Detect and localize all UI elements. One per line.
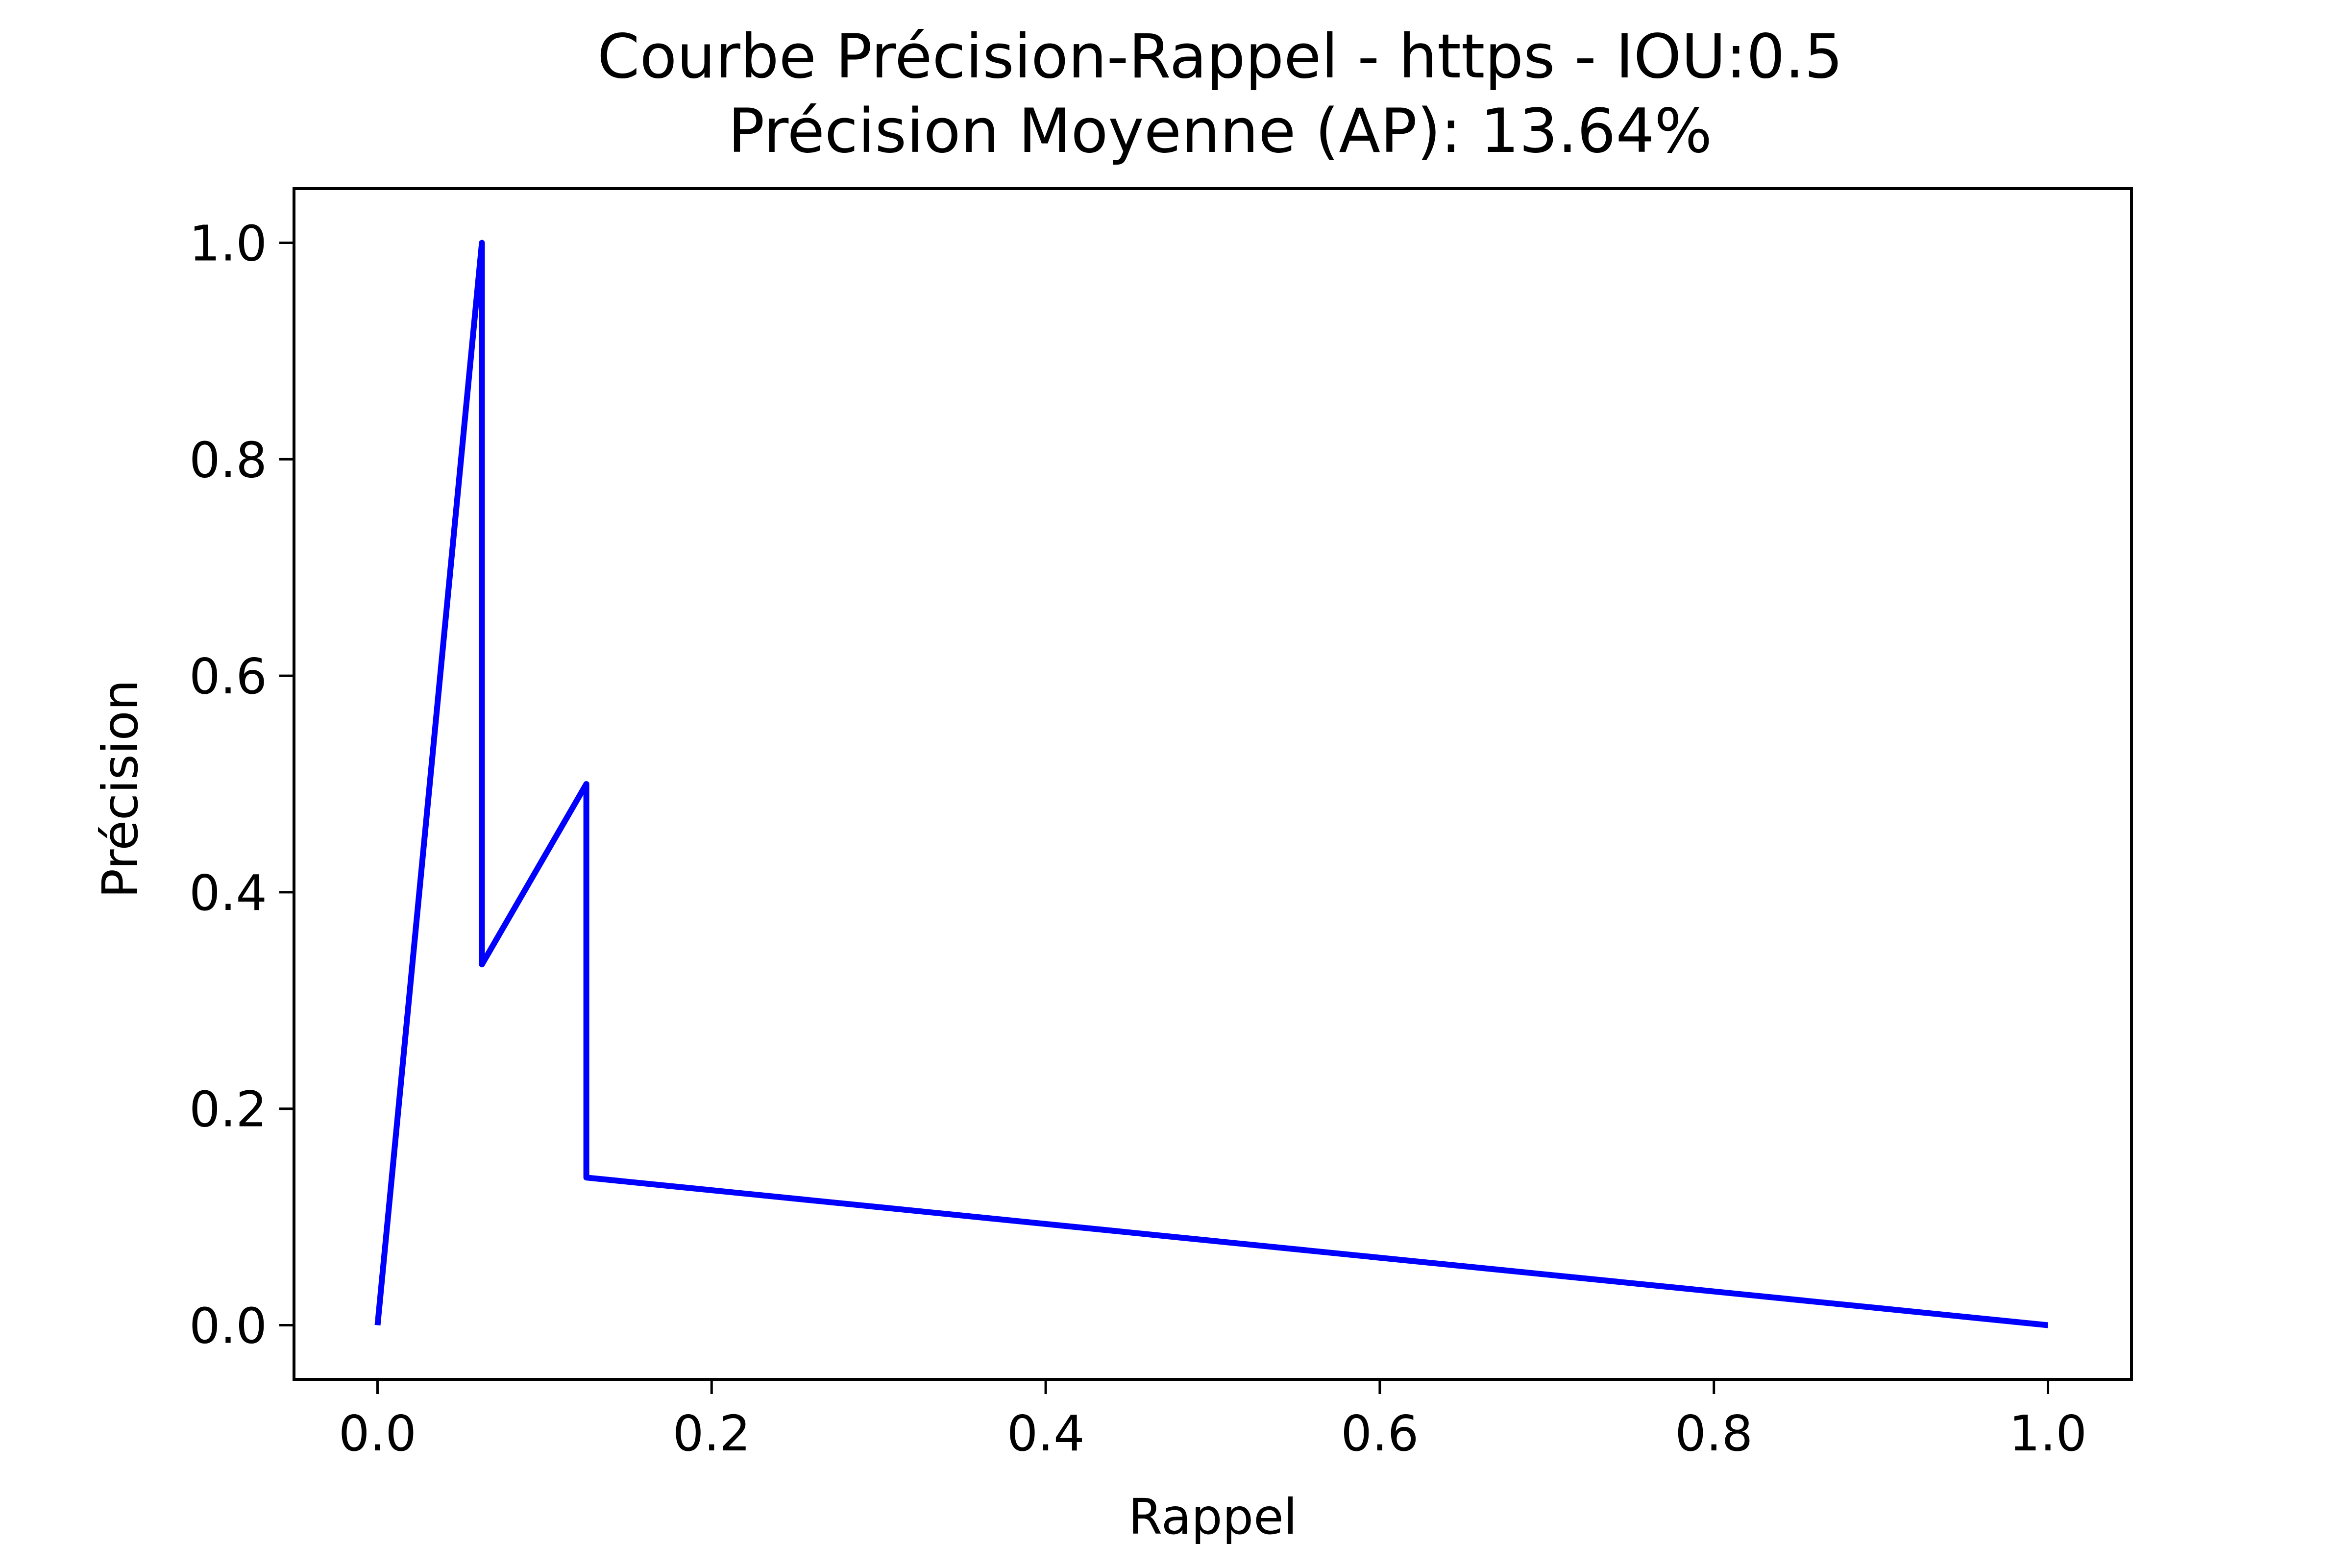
x-axis: 0.0 0.2 0.4 0.6 0.8 1.0: [339, 1379, 2087, 1462]
y-axis: 0.0 0.2 0.4 0.6 0.8 1.0: [189, 215, 294, 1355]
y-tick-label: 1.0: [189, 215, 267, 272]
y-tick-label: 0.0: [189, 1298, 267, 1355]
plot-area: [374, 240, 2049, 1328]
x-tick-label: 0.0: [339, 1405, 416, 1462]
x-tick-label: 0.2: [673, 1405, 751, 1462]
x-axis-label: Rappel: [1128, 1488, 1298, 1545]
y-axis-label: Précision: [92, 680, 149, 898]
chart-title: Courbe Précision-Rappel - https - IOU:0.…: [597, 22, 1843, 92]
x-tick-label: 0.8: [1675, 1405, 1753, 1462]
x-tick-label: 0.4: [1007, 1405, 1085, 1462]
y-tick-label: 0.4: [189, 864, 267, 922]
y-tick-label: 0.8: [189, 431, 267, 489]
x-tick-label: 1.0: [2009, 1405, 2087, 1462]
y-tick-label: 0.2: [189, 1081, 267, 1138]
plot-frame: [293, 187, 2133, 1381]
chart-subtitle: Précision Moyenne (AP): 13.64%: [728, 96, 1712, 167]
x-tick-label: 0.6: [1341, 1405, 1419, 1462]
precision-recall-line: [374, 240, 2049, 1328]
y-tick-label: 0.6: [189, 648, 267, 705]
